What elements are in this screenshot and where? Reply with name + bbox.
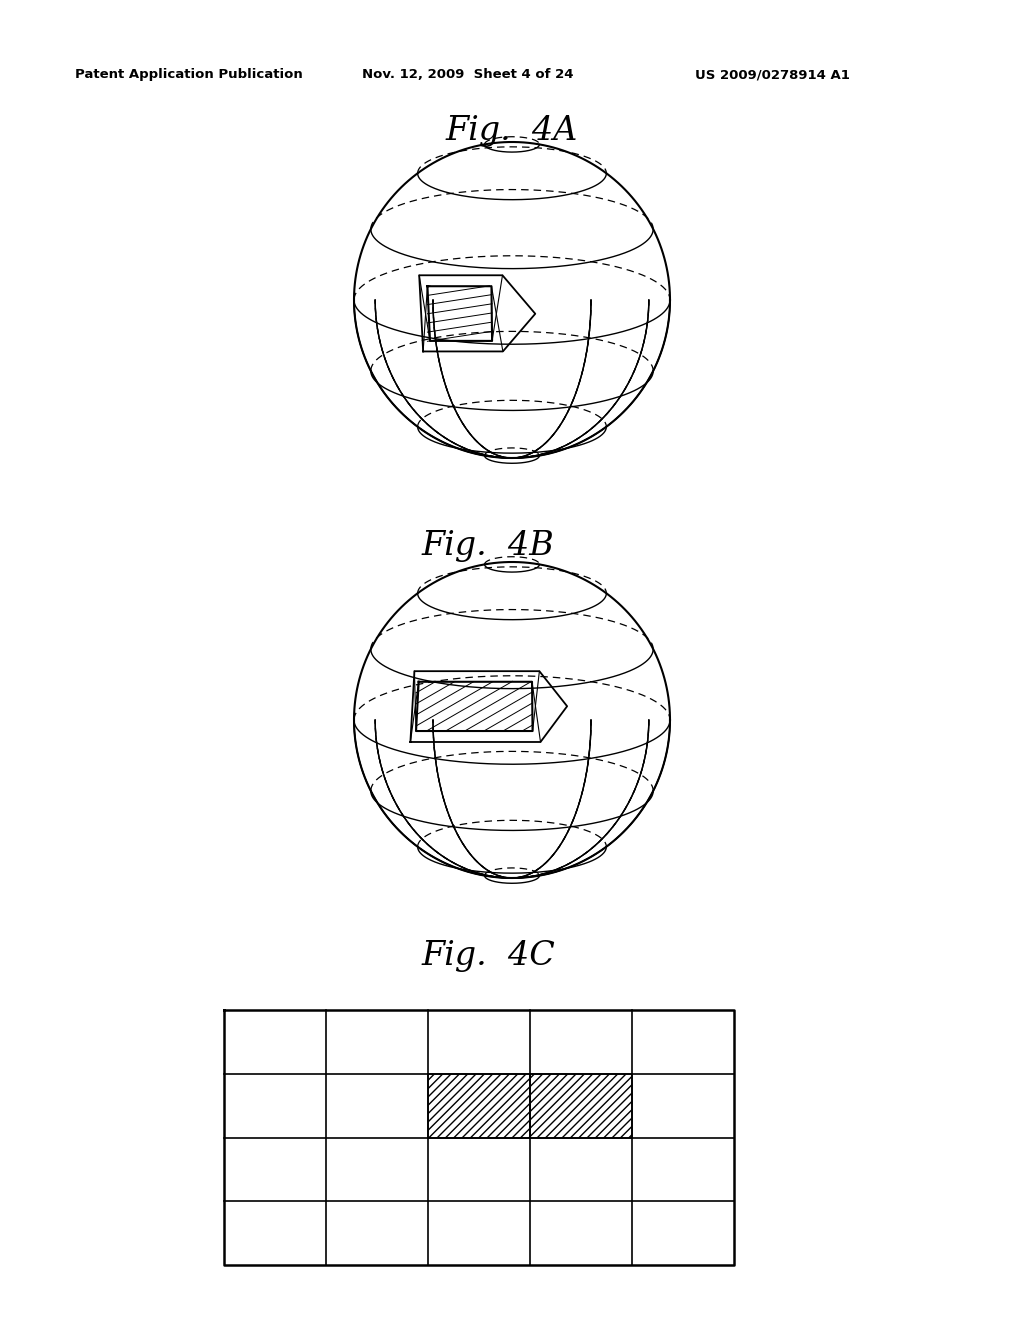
- Bar: [530, 1073, 632, 1138]
- Text: Fig.  4A: Fig. 4A: [445, 115, 579, 147]
- Text: US 2009/0278914 A1: US 2009/0278914 A1: [695, 69, 850, 81]
- Bar: [224, 1010, 734, 1265]
- Text: Patent Application Publication: Patent Application Publication: [75, 69, 303, 81]
- Text: Fig.  4C: Fig. 4C: [421, 940, 555, 972]
- Text: Nov. 12, 2009  Sheet 4 of 24: Nov. 12, 2009 Sheet 4 of 24: [362, 69, 573, 81]
- Bar: [428, 1073, 530, 1138]
- Text: Fig.  4B: Fig. 4B: [422, 531, 554, 562]
